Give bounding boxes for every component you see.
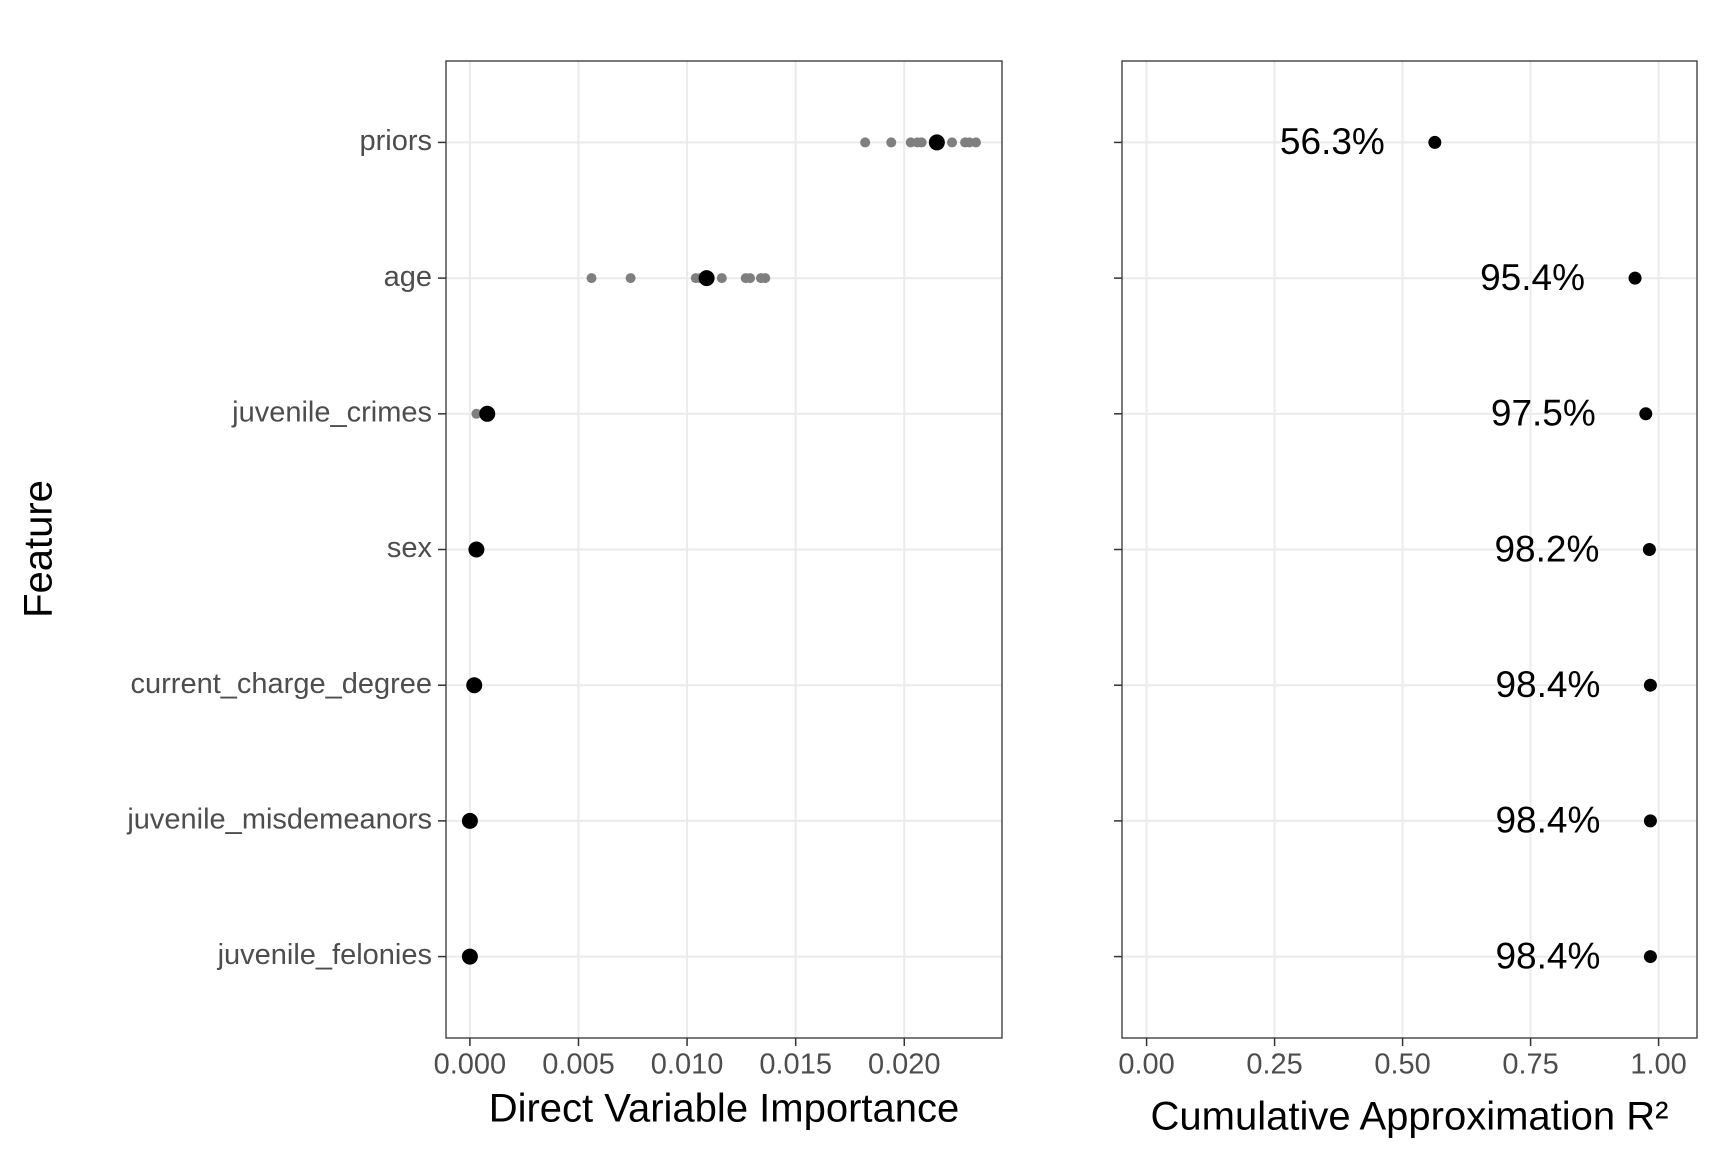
- x-tick-label: 1.00: [1630, 1049, 1686, 1081]
- point: [479, 405, 496, 422]
- x-tick-label: 0.020: [868, 1049, 941, 1081]
- replicate-point: [860, 137, 871, 148]
- replicate-point: [625, 273, 636, 284]
- replicate-point: [745, 273, 756, 284]
- x-tick-label: 0.010: [651, 1049, 724, 1081]
- point: [928, 134, 945, 151]
- x-tick-label: 0.005: [542, 1049, 615, 1081]
- point: [1642, 543, 1656, 556]
- point: [1428, 135, 1442, 149]
- point: [466, 677, 483, 694]
- replicate-point: [586, 273, 597, 284]
- y-tick-label: juvenile_misdemeanors: [126, 804, 432, 836]
- value-label: 98.4%: [1495, 664, 1600, 705]
- y-tick-label: age: [384, 261, 432, 293]
- x-axis-title: Direct Variable Importance: [489, 1087, 960, 1131]
- value-label: 97.5%: [1491, 393, 1596, 434]
- x-tick-label: 0.00: [1118, 1049, 1174, 1081]
- point: [461, 948, 478, 965]
- x-axis-title: Cumulative Approximation R²: [1151, 1095, 1669, 1139]
- y-tick-label: juvenile_felonies: [217, 939, 432, 971]
- point: [1643, 814, 1657, 828]
- point: [1643, 950, 1657, 964]
- value-label: 98.4%: [1495, 935, 1600, 976]
- value-label: 56.3%: [1280, 121, 1385, 162]
- replicate-point: [716, 273, 727, 284]
- y-tick-label: sex: [387, 532, 433, 564]
- point: [468, 541, 485, 558]
- y-tick-label: current_charge_degree: [131, 668, 432, 700]
- replicate-point: [947, 137, 958, 148]
- point: [1628, 271, 1642, 285]
- value-label: 98.4%: [1495, 800, 1600, 841]
- value-label: 98.2%: [1494, 528, 1599, 569]
- x-tick-label: 0.50: [1374, 1049, 1430, 1081]
- point: [461, 812, 478, 829]
- point: [1643, 678, 1657, 692]
- y-tick-label: priors: [359, 125, 432, 157]
- replicate-point: [916, 137, 927, 148]
- replicate-point: [886, 137, 897, 148]
- y-axis-title: Feature: [17, 480, 61, 618]
- value-label: 95.4%: [1480, 257, 1585, 298]
- replicate-point: [760, 273, 771, 284]
- x-tick-label: 0.25: [1246, 1049, 1302, 1081]
- x-tick-label: 0.000: [434, 1049, 507, 1081]
- replicate-point: [970, 137, 981, 148]
- x-tick-label: 0.015: [759, 1049, 832, 1081]
- point: [1639, 407, 1653, 421]
- x-tick-label: 0.75: [1502, 1049, 1558, 1081]
- point: [698, 270, 715, 287]
- y-tick-label: juvenile_crimes: [231, 396, 432, 428]
